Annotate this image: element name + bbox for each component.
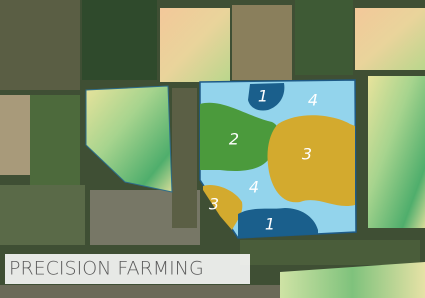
field (82, 0, 157, 80)
zone-label: 1 (258, 87, 268, 106)
caption: PRECISION FARMING (9, 258, 204, 280)
zone-label: 1 (265, 215, 275, 234)
field (240, 240, 420, 265)
zone-label: 3 (209, 195, 219, 214)
field (232, 5, 292, 80)
zone-label: 2 (229, 130, 239, 149)
field (295, 0, 353, 75)
zone-label: 4 (249, 178, 259, 197)
heatmap-field (355, 8, 425, 70)
heatmap-field (160, 8, 230, 82)
field (0, 95, 30, 175)
zone-label: 3 (302, 145, 312, 164)
heatmap-field (368, 76, 425, 228)
field (172, 88, 197, 228)
field (30, 95, 80, 185)
field (0, 185, 85, 245)
map: 1 4 2 3 4 3 1 PRECISION FARMING (0, 0, 425, 298)
field (0, 0, 80, 90)
zone-label: 4 (308, 91, 318, 110)
